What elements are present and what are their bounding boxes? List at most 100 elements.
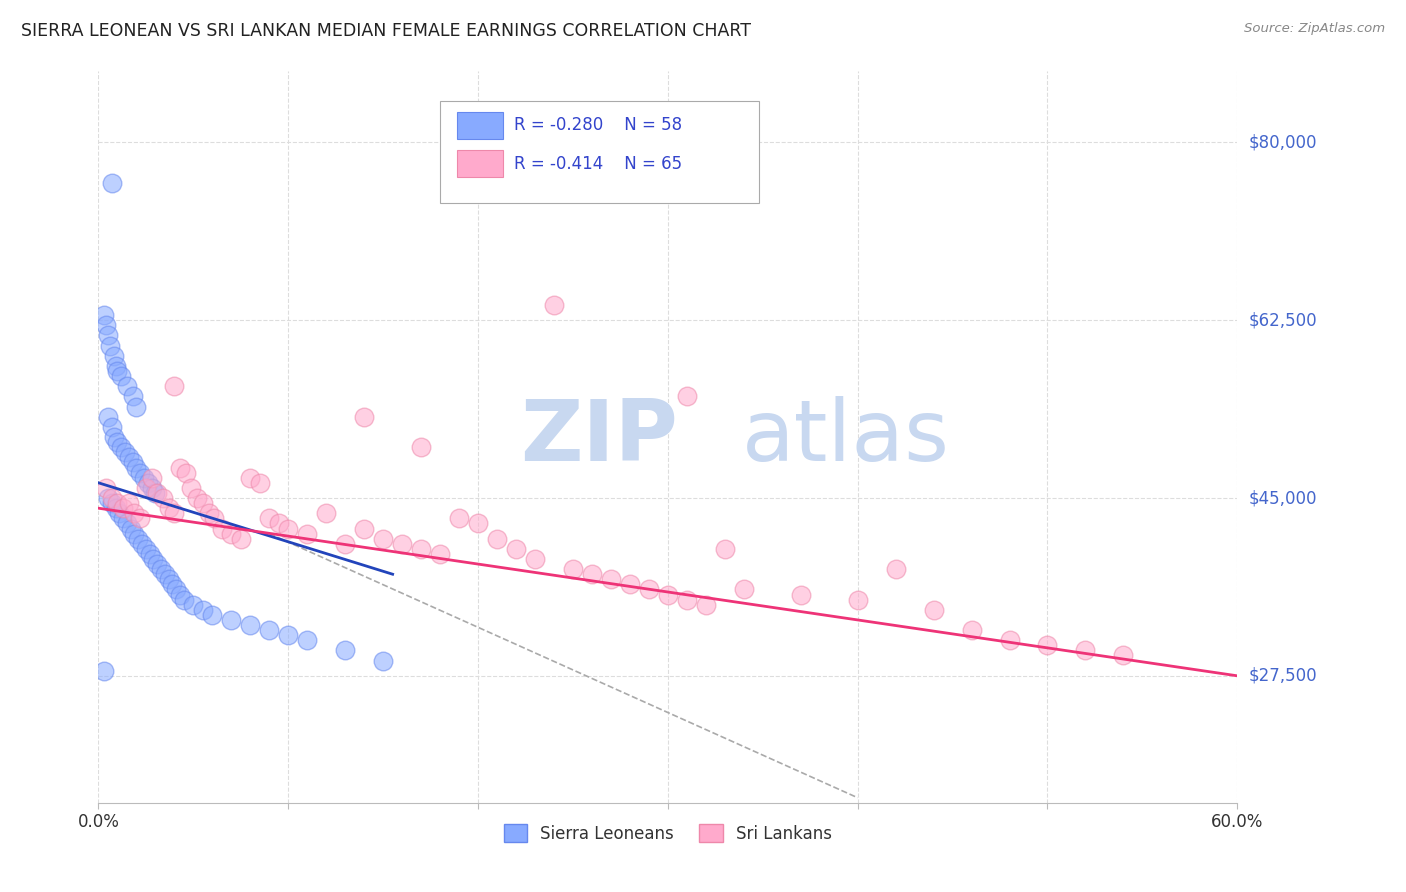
Point bbox=[1036, 638, 1059, 652]
Point bbox=[249, 475, 271, 490]
Point bbox=[297, 633, 319, 648]
Point bbox=[239, 618, 262, 632]
Point bbox=[197, 506, 219, 520]
Text: R = -0.280    N = 58: R = -0.280 N = 58 bbox=[515, 116, 682, 134]
FancyBboxPatch shape bbox=[457, 112, 503, 139]
Point bbox=[104, 501, 127, 516]
Point bbox=[150, 562, 173, 576]
Point bbox=[259, 511, 281, 525]
Point bbox=[100, 176, 122, 190]
Point bbox=[103, 349, 125, 363]
Point bbox=[543, 298, 565, 312]
Point bbox=[107, 364, 129, 378]
Point bbox=[118, 450, 141, 465]
Point bbox=[353, 409, 375, 424]
Point bbox=[733, 582, 755, 597]
Point bbox=[173, 592, 195, 607]
Point bbox=[267, 516, 290, 531]
Point bbox=[115, 379, 138, 393]
Point bbox=[125, 460, 148, 475]
Point bbox=[429, 547, 451, 561]
Point bbox=[202, 511, 225, 525]
Point bbox=[695, 598, 717, 612]
Point bbox=[335, 643, 357, 657]
Point bbox=[221, 613, 243, 627]
Point bbox=[146, 557, 169, 571]
Point bbox=[110, 369, 132, 384]
Point bbox=[600, 572, 623, 586]
Legend: Sierra Leoneans, Sri Lankans: Sierra Leoneans, Sri Lankans bbox=[498, 818, 838, 849]
Point bbox=[391, 537, 413, 551]
Point bbox=[676, 389, 699, 403]
Point bbox=[221, 526, 243, 541]
Point bbox=[676, 592, 699, 607]
Point bbox=[129, 511, 152, 525]
Point bbox=[100, 496, 122, 510]
Point bbox=[97, 328, 120, 343]
Point bbox=[93, 664, 115, 678]
Point bbox=[581, 567, 603, 582]
Point bbox=[152, 491, 174, 505]
Point bbox=[129, 466, 152, 480]
Point bbox=[157, 501, 180, 516]
Point bbox=[103, 430, 125, 444]
Point bbox=[353, 521, 375, 535]
Text: ZIP: ZIP bbox=[520, 395, 678, 479]
Text: $45,000: $45,000 bbox=[1249, 489, 1317, 507]
Text: $62,500: $62,500 bbox=[1249, 311, 1317, 329]
Text: $80,000: $80,000 bbox=[1249, 134, 1317, 152]
Point bbox=[371, 532, 394, 546]
Point bbox=[1074, 643, 1097, 657]
Point bbox=[1112, 648, 1135, 663]
Point bbox=[124, 526, 146, 541]
Point bbox=[112, 511, 135, 525]
Point bbox=[638, 582, 661, 597]
Point bbox=[297, 526, 319, 541]
Text: Source: ZipAtlas.com: Source: ZipAtlas.com bbox=[1244, 22, 1385, 36]
Point bbox=[998, 633, 1021, 648]
Point bbox=[562, 562, 585, 576]
Point bbox=[141, 481, 163, 495]
Point bbox=[277, 628, 299, 642]
Point bbox=[110, 440, 132, 454]
Point bbox=[157, 572, 180, 586]
FancyBboxPatch shape bbox=[457, 150, 503, 178]
Point bbox=[259, 623, 281, 637]
Point bbox=[922, 603, 945, 617]
Point bbox=[884, 562, 907, 576]
Point bbox=[100, 420, 122, 434]
Text: SIERRA LEONEAN VS SRI LANKAN MEDIAN FEMALE EARNINGS CORRELATION CHART: SIERRA LEONEAN VS SRI LANKAN MEDIAN FEMA… bbox=[21, 22, 751, 40]
Point bbox=[277, 521, 299, 535]
Point bbox=[104, 359, 127, 373]
Point bbox=[100, 491, 122, 505]
Point bbox=[135, 541, 157, 556]
Point bbox=[107, 496, 129, 510]
Point bbox=[93, 308, 115, 322]
Point bbox=[94, 318, 117, 333]
Point bbox=[146, 486, 169, 500]
Point bbox=[229, 532, 252, 546]
Point bbox=[97, 491, 120, 505]
Text: R = -0.414    N = 65: R = -0.414 N = 65 bbox=[515, 155, 682, 173]
Point bbox=[98, 338, 121, 352]
Point bbox=[163, 379, 186, 393]
Point bbox=[201, 607, 224, 622]
Text: $27,500: $27,500 bbox=[1249, 667, 1317, 685]
Point bbox=[94, 481, 117, 495]
Point bbox=[467, 516, 489, 531]
Point bbox=[108, 506, 131, 520]
Point bbox=[165, 582, 187, 597]
Point bbox=[960, 623, 983, 637]
Point bbox=[121, 455, 143, 469]
Point bbox=[114, 445, 136, 459]
Point bbox=[790, 588, 813, 602]
Point bbox=[97, 409, 120, 424]
Point bbox=[125, 400, 148, 414]
Point bbox=[657, 588, 679, 602]
Point bbox=[371, 654, 394, 668]
Point bbox=[486, 532, 509, 546]
Point bbox=[124, 506, 146, 520]
Point bbox=[449, 511, 471, 525]
Point bbox=[335, 537, 357, 551]
Point bbox=[411, 541, 433, 556]
